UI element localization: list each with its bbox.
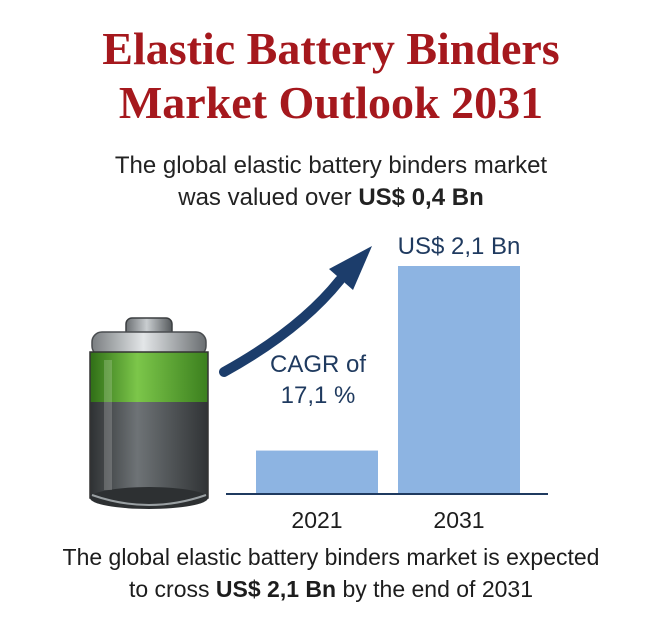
cagr-label-line-2: 17,1 % [281, 382, 356, 409]
cagr-label-line-1: CAGR of [270, 351, 366, 378]
intro-value: US$ 0,4 Bn [358, 184, 484, 211]
footer-line-2: to cross US$ 2,1 Bn by the end of 2031 [0, 574, 662, 604]
value-label-2031: US$ 2,1 Bn [398, 233, 521, 260]
footer-value: US$ 2,1 Bn [215, 576, 337, 602]
footer-suffix: by the end of 2031 [336, 576, 533, 602]
growth-arrow-icon [219, 246, 372, 377]
battery-icon [89, 317, 209, 509]
intro-prefix: was valued over [178, 184, 359, 211]
intro-line-2: was valued over US$ 0,4 Bn [0, 183, 662, 213]
footer-line-1: The global elastic battery binders marke… [62, 544, 600, 570]
bar-2031 [398, 266, 520, 494]
x-tick-label-2031: 2031 [433, 507, 484, 533]
x-tick-label-2021: 2021 [291, 507, 342, 533]
bars-group [256, 266, 520, 494]
value-labels-group: US$ 2,1 Bn [398, 233, 521, 260]
x-tick-labels-group: 2021 2031 [291, 507, 484, 533]
title-line-2: Market Outlook 2031 [118, 77, 544, 128]
title-line-1: Elastic Battery Binders [102, 23, 560, 74]
bar-2021 [256, 450, 378, 494]
intro-line-1: The global elastic battery binders marke… [114, 152, 548, 179]
footer-prefix: to cross [128, 576, 216, 602]
